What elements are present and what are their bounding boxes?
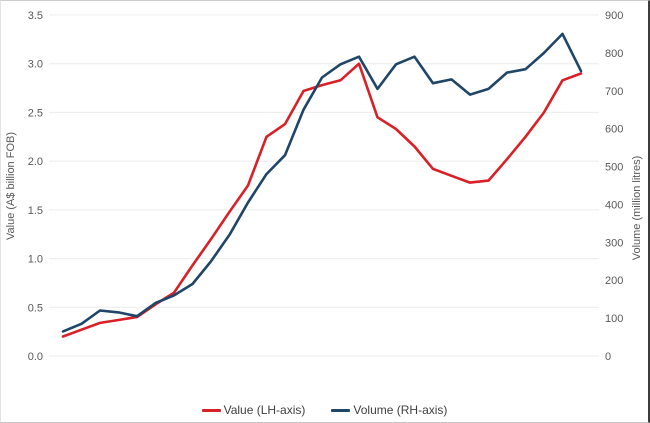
chart-canvas: 0.0 0.5 1.0 1.5 2.0 2.5 3.0 3.5 0 100 200 300 400 500…	[5, 10, 643, 363]
svg-text:500: 500	[605, 162, 623, 174]
gridlines	[49, 14, 599, 357]
svg-text:200: 200	[605, 275, 623, 287]
svg-text:0.0: 0.0	[28, 351, 43, 363]
svg-text:400: 400	[605, 199, 623, 211]
svg-text:3.5: 3.5	[28, 10, 43, 22]
volume-line-swatch	[331, 408, 351, 412]
legend-item-value: Value (LH-axis)	[201, 403, 306, 417]
svg-text:3.0: 3.0	[28, 59, 43, 71]
svg-text:300: 300	[605, 237, 623, 249]
svg-text:0: 0	[605, 351, 611, 363]
svg-text:600: 600	[605, 124, 623, 136]
left-axis-tick-labels: 0.0 0.5 1.0 1.5 2.0 2.5 3.0 3.5	[28, 10, 43, 363]
svg-text:1.0: 1.0	[28, 254, 43, 266]
svg-text:2.0: 2.0	[28, 156, 43, 168]
legend-label-volume: Volume (RH-axis)	[353, 403, 448, 417]
chart-legend: Value (LH-axis) Volume (RH-axis)	[1, 396, 648, 422]
value-line	[61, 62, 583, 338]
svg-text:0.5: 0.5	[28, 302, 43, 314]
svg-text:800: 800	[605, 48, 623, 60]
volume-line	[61, 32, 583, 333]
svg-text:100: 100	[605, 313, 623, 325]
svg-text:2.5: 2.5	[28, 107, 43, 119]
svg-text:1.5: 1.5	[28, 205, 43, 217]
svg-text:900: 900	[605, 10, 623, 22]
left-axis-title: Value (A$ billion FOB)	[5, 132, 17, 240]
legend-item-volume: Volume (RH-axis)	[331, 403, 447, 417]
right-axis-title: Volume (million litres)	[631, 156, 643, 261]
svg-text:700: 700	[605, 86, 623, 98]
legend-label-value: Value (LH-axis)	[223, 403, 306, 417]
value-line-swatch	[201, 408, 221, 412]
right-axis-tick-labels: 0 100 200 300 400 500 600 700 800 900	[605, 10, 623, 363]
